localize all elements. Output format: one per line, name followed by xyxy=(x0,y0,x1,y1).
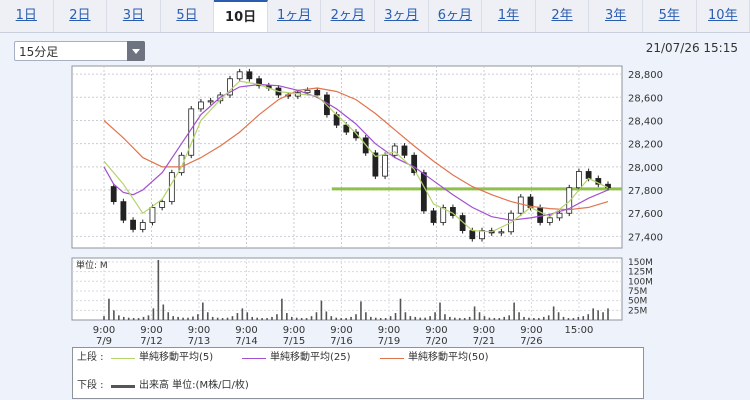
tab-10[interactable]: 2年 xyxy=(536,0,590,32)
tab-6[interactable]: 2ヶ月 xyxy=(321,0,376,32)
timestamp: 21/07/26 15:15 xyxy=(645,41,738,55)
legend-volume: 出来高 単位:(M株/口/枚) xyxy=(111,379,249,393)
tab-7[interactable]: 3ヶ月 xyxy=(375,0,429,32)
legend: 上段 : 単純移動平均(5) 単純移動平均(25) 単純移動平均(50) 下段 … xyxy=(72,347,644,399)
legend-ma50-label: 単純移動平均(50) xyxy=(408,352,489,363)
legend-ma25-label: 単純移動平均(25) xyxy=(270,352,351,363)
interval-select-value: 15分足 xyxy=(19,45,59,59)
interval-select[interactable]: 15分足 xyxy=(14,41,145,61)
period-tabs: 1日 2日 3日 5日 10日 1ヶ月 2ヶ月 3ヶ月 6ヶ月 1年 2年 3年 5年 10年 xyxy=(0,0,750,33)
tab-9[interactable]: 1年 xyxy=(482,0,536,32)
legend-volume-label: 出来高 単位:(M株/口/枚) xyxy=(139,380,249,391)
tab-11[interactable]: 3年 xyxy=(589,0,643,32)
tab-13[interactable]: 10年 xyxy=(697,0,750,32)
tab-2[interactable]: 3日 xyxy=(107,0,161,32)
chevron-down-icon[interactable] xyxy=(127,41,145,61)
legend-upper-label: 上段 : xyxy=(77,352,104,363)
chart-panel: 15分足 21/07/26 15:15 xyxy=(0,33,750,400)
legend-ma25: 単純移動平均(25) xyxy=(242,351,351,365)
tab-3[interactable]: 5日 xyxy=(161,0,215,32)
legend-ma50: 単純移動平均(50) xyxy=(380,351,489,365)
tab-12[interactable]: 5年 xyxy=(643,0,697,32)
legend-ma5-label: 単純移動平均(5) xyxy=(139,352,214,363)
tab-0[interactable]: 1日 xyxy=(0,0,54,32)
tab-1[interactable]: 2日 xyxy=(54,0,108,32)
tab-4[interactable]: 10日 xyxy=(214,0,268,32)
legend-ma5: 単純移動平均(5) xyxy=(111,351,213,365)
legend-lower-label: 下段 : xyxy=(77,380,104,391)
tab-8[interactable]: 6ヶ月 xyxy=(429,0,483,32)
tab-5[interactable]: 1ヶ月 xyxy=(268,0,322,32)
